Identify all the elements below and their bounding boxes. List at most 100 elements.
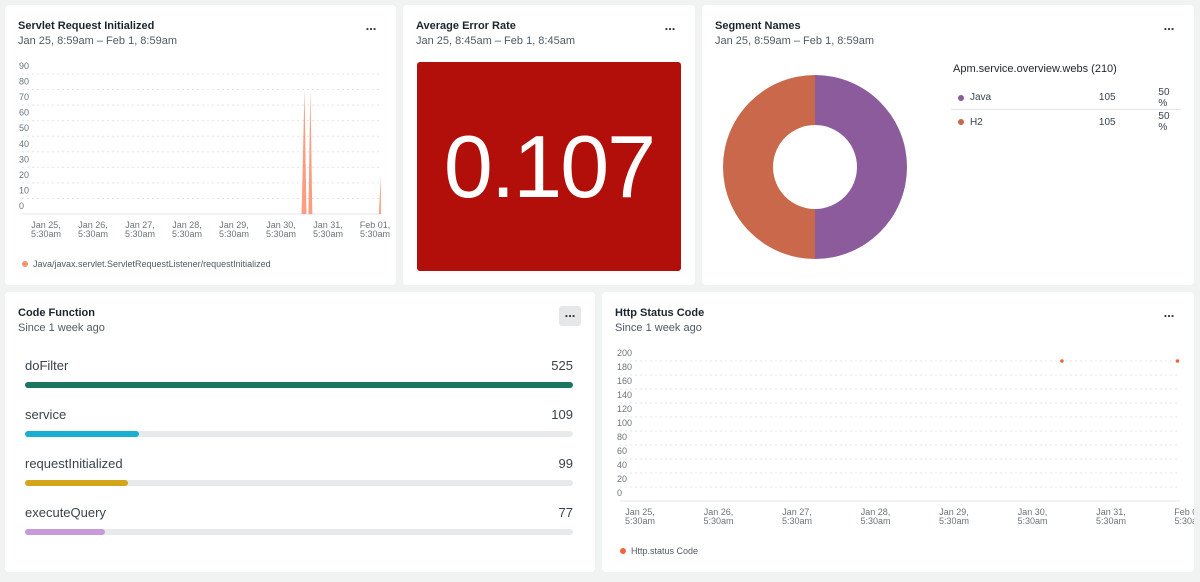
x-tick-label: Jan 26,: [704, 507, 734, 517]
x-tick-label: Jan 27,: [125, 220, 155, 230]
chart-legend[interactable]: Java/javax.servlet.ServletRequestListene…: [22, 259, 271, 269]
widget-subtitle: Jan 25, 8:45am – Feb 1, 8:45am: [416, 35, 575, 47]
x-tick-label: Jan 28,: [861, 507, 891, 517]
x-tick-label: Jan 30,: [266, 220, 296, 230]
bar-fill: [25, 529, 106, 535]
legend-count: 105: [1098, 92, 1116, 103]
donut-slice-h2[interactable]: [723, 75, 815, 259]
legend-percent: 50 %: [1158, 111, 1170, 133]
legend-percent: 50 %: [1158, 86, 1170, 109]
code-function-widget: Code Function Since 1 week ago ... doFil…: [5, 292, 595, 572]
x-tick-label: Jan 26,: [78, 220, 108, 230]
x-tick-label: 5:30am: [1017, 516, 1047, 526]
bar-name: requestInitialized: [25, 456, 123, 471]
widget-title: Servlet Request Initialized: [18, 20, 155, 32]
y-tick-label: 60: [617, 446, 627, 456]
y-tick-label: 20: [617, 474, 627, 484]
more-options-button[interactable]: ...: [664, 18, 676, 33]
bar-track[interactable]: [25, 431, 573, 437]
x-tick-label: 5:30am: [1174, 516, 1194, 526]
error-rate-widget: Average Error Rate Jan 25, 8:45am – Feb …: [403, 5, 695, 285]
data-point: [1175, 359, 1180, 363]
x-tick-label: Feb 01,: [1174, 507, 1194, 517]
bar-value: 525: [551, 358, 573, 373]
x-tick-label: 5:30am: [172, 229, 202, 239]
x-tick-label: 5:30am: [31, 229, 61, 239]
billboard-value: 0.107: [443, 117, 656, 216]
y-tick-label: 0: [19, 201, 24, 211]
x-tick-label: Jan 30,: [1018, 507, 1048, 517]
more-options-button[interactable]: ...: [559, 306, 581, 326]
segment-legend-table: Java 105 50 % H2 105 50 %: [951, 86, 1181, 134]
x-tick-label: Jan 29,: [939, 507, 969, 517]
widget-subtitle: Jan 25, 8:59am – Feb 1, 8:59am: [715, 35, 874, 47]
more-options-button[interactable]: ...: [1163, 18, 1175, 33]
x-tick-label: Jan 25,: [625, 507, 655, 517]
servlet-widget: Servlet Request Initialized Jan 25, 8:59…: [5, 5, 396, 285]
donut-slice-java[interactable]: [815, 75, 907, 259]
bar-track[interactable]: [25, 529, 573, 535]
y-tick-label: 140: [617, 390, 632, 400]
http-status-widget: Http Status Code Since 1 week ago ... 0 2…: [602, 292, 1194, 572]
legend-row-java[interactable]: Java 105 50 %: [951, 86, 1181, 110]
legend-name: H2: [969, 116, 983, 128]
more-options-button[interactable]: ...: [1163, 305, 1175, 320]
legend-dot: [958, 94, 964, 101]
chart-legend[interactable]: Http.status Code: [620, 546, 698, 556]
legend-label: Java/javax.servlet.ServletRequestListene…: [33, 259, 271, 269]
y-tick-label: 200: [617, 348, 632, 358]
y-tick-label: 160: [617, 376, 632, 386]
y-tick-label: 30: [19, 154, 29, 164]
y-tick-label: 80: [617, 432, 627, 442]
segment-names-widget: Segment Names Jan 25, 8:59am – Feb 1, 8:…: [702, 5, 1194, 285]
x-tick-label: 5:30am: [1096, 516, 1126, 526]
y-tick-label: 50: [19, 123, 29, 133]
widget-subtitle: Since 1 week ago: [615, 322, 702, 334]
x-tick-label: Jan 31,: [313, 220, 343, 230]
legend-row-h2[interactable]: H2 105 50 %: [951, 110, 1181, 134]
x-tick-label: Jan 28,: [172, 220, 202, 230]
x-tick-label: 5:30am: [625, 516, 655, 526]
legend-dot: [22, 261, 28, 267]
x-tick-label: Jan 27,: [782, 507, 812, 517]
bar-fill: [25, 480, 129, 486]
x-tick-label: 5:30am: [939, 516, 969, 526]
widget-subtitle: Since 1 week ago: [18, 322, 105, 334]
bar-fill: [25, 431, 139, 437]
more-options-button[interactable]: ...: [365, 18, 377, 33]
y-tick-label: 60: [19, 108, 29, 118]
y-tick-label: 10: [19, 185, 29, 195]
widget-title: Average Error Rate: [416, 20, 516, 32]
bar-value: 109: [551, 407, 573, 422]
x-tick-label: Jan 31,: [1096, 507, 1126, 517]
y-tick-label: 40: [19, 139, 29, 149]
x-tick-label: 5:30am: [860, 516, 890, 526]
x-tick-label: 5:30am: [78, 229, 108, 239]
bar-name: doFilter: [25, 358, 69, 373]
bar-fill: [25, 382, 573, 388]
x-tick-label: 5:30am: [313, 229, 343, 239]
bar-track[interactable]: [25, 480, 573, 486]
x-tick-label: Feb 01,: [360, 220, 391, 230]
y-tick-label: 70: [19, 92, 29, 102]
bar-name: executeQuery: [25, 505, 106, 520]
y-tick-label: 120: [617, 404, 632, 414]
widget-title: Code Function: [18, 307, 95, 319]
x-tick-label: Jan 25,: [31, 220, 61, 230]
x-tick-label: 5:30am: [219, 229, 249, 239]
x-tick-label: Jan 29,: [219, 220, 249, 230]
y-tick-label: 80: [19, 77, 29, 87]
bar-track[interactable]: [25, 382, 573, 388]
y-tick-label: 0: [617, 488, 622, 498]
bar-value: 77: [558, 505, 573, 520]
legend-dot: [958, 119, 964, 125]
bar-value: 99: [558, 456, 573, 471]
x-tick-label: 5:30am: [266, 229, 296, 239]
widget-title: Segment Names: [715, 20, 801, 32]
segment-legend-title: Apm.service.overview.webs (210): [953, 63, 1117, 75]
y-tick-label: 40: [617, 460, 627, 470]
widget-title: Http Status Code: [615, 307, 705, 319]
bar-name: service: [25, 407, 67, 422]
